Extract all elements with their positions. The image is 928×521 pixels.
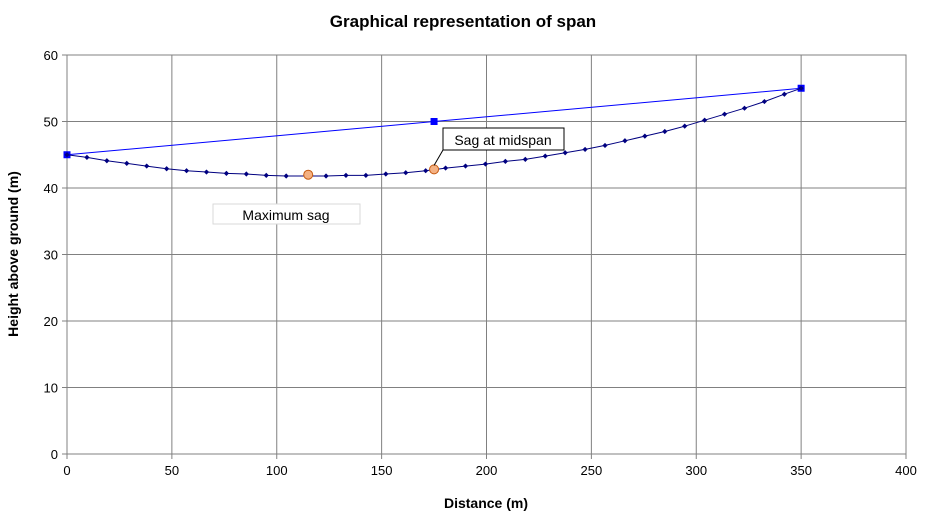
conductor-point <box>64 152 70 158</box>
conductor-point <box>542 153 548 159</box>
conductor-point <box>622 138 628 144</box>
conductor-point <box>781 91 787 97</box>
conductor-point <box>662 128 668 135</box>
conductor-point <box>164 166 170 172</box>
conductor-point <box>502 158 508 164</box>
midspan-leader-line <box>433 149 444 166</box>
chart-title: Graphical representation of span <box>330 12 596 31</box>
conductor-point <box>582 146 588 153</box>
conductor-point <box>462 163 469 169</box>
x-tick-label: 150 <box>371 463 393 478</box>
midspan-label-box <box>442 127 565 151</box>
y-axis-title: Height above ground (m) <box>5 171 21 337</box>
conductor-point <box>798 85 804 91</box>
conductor-point <box>702 117 708 123</box>
y-tick-label: 50 <box>44 115 58 130</box>
conductor-point <box>223 170 230 176</box>
midspan-sag-point <box>429 164 440 175</box>
x-axis-title: Distance (m) <box>444 495 528 511</box>
conductor-point <box>761 98 768 105</box>
conductor-point <box>144 163 150 169</box>
maximum-sag-label: Maximum sag <box>242 207 329 223</box>
conductor-point <box>283 173 289 179</box>
y-tick-label: 60 <box>44 48 58 63</box>
conductor-point <box>442 165 449 171</box>
x-tick-label: 0 <box>63 463 70 478</box>
y-tick-label: 10 <box>44 381 58 396</box>
x-tick-label: 350 <box>790 463 812 478</box>
tick-labels: 0 10 20 30 40 50 60 0 50 100 150 200 250 300 350 400 <box>44 48 917 478</box>
x-tick-label: 200 <box>476 463 498 478</box>
x-tick-label: 400 <box>895 463 917 478</box>
conductor-point <box>403 170 409 176</box>
conductor-point <box>124 160 130 166</box>
x-tick-label: 300 <box>685 463 707 478</box>
y-tick-label: 40 <box>44 181 58 196</box>
conductor-point <box>343 172 349 178</box>
y-tick-label: 20 <box>44 314 58 329</box>
conductor-point <box>84 154 90 161</box>
conductor-point <box>243 171 249 177</box>
conductor-point <box>383 171 389 177</box>
conductor-point <box>183 168 190 174</box>
midspan-label: Sag at midspan <box>454 132 551 148</box>
x-tick-label: 50 <box>165 463 179 478</box>
annotations: Maximum sag Sag at midspan <box>212 127 565 225</box>
chord-line-point <box>430 118 438 125</box>
conductor-point <box>482 161 489 167</box>
conductor-point <box>423 168 429 174</box>
conductor-point <box>642 133 648 139</box>
conductor-point <box>602 142 608 149</box>
conductor-point <box>682 123 688 129</box>
x-tick-label: 100 <box>266 463 288 478</box>
maximum-sag-point <box>303 169 314 180</box>
gridlines <box>62 54 907 459</box>
maximum-sag-label-box <box>212 203 361 225</box>
conductor-point <box>203 169 210 175</box>
y-tick-label: 0 <box>51 447 58 462</box>
y-tick-label: 30 <box>44 248 58 263</box>
conductor-point <box>323 173 329 179</box>
conductor-point <box>104 158 110 164</box>
series-layer <box>63 84 805 179</box>
conductor-point <box>721 111 728 117</box>
conductor-point <box>522 156 528 163</box>
x-tick-label: 250 <box>581 463 603 478</box>
conductor-point <box>263 172 269 178</box>
conductor-point <box>741 105 748 111</box>
conductor-point <box>363 172 369 178</box>
conductor-point <box>562 150 568 156</box>
